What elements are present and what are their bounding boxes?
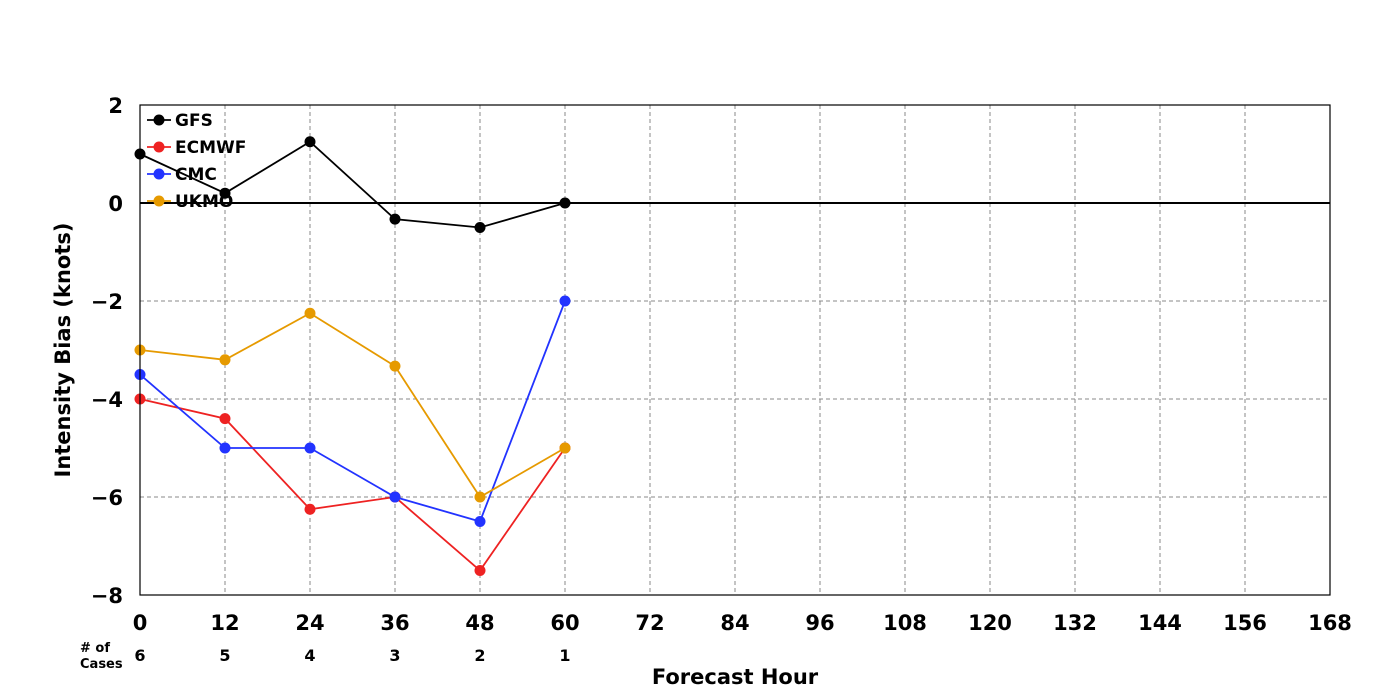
y-tick-label: −6	[91, 486, 123, 510]
x-tick-label: 168	[1308, 611, 1352, 635]
cases-label-line2: Cases	[80, 657, 123, 672]
legend-marker-ukmo	[153, 195, 165, 207]
legend-label-cmc: CMC	[175, 165, 217, 185]
data-point-ukmo	[389, 360, 401, 372]
data-point-ukmo	[304, 307, 316, 319]
cases-count: 1	[559, 646, 570, 665]
series-line-ecmwf	[139, 398, 566, 572]
legend-label-ecmwf: ECMWF	[175, 138, 246, 158]
cases-count: 6	[134, 646, 145, 665]
data-point-gfs	[474, 222, 486, 233]
x-tick-label: 144	[1138, 611, 1182, 635]
x-axis-title: Forecast Hour	[652, 665, 819, 689]
data-point-ecmwf	[474, 565, 486, 576]
x-tick-label: 108	[883, 611, 927, 635]
series-line-cmc	[139, 300, 566, 523]
data-point-ecmwf	[304, 503, 316, 515]
cases-count: 4	[304, 646, 315, 665]
data-point-cmc	[219, 442, 231, 454]
y-tick-labels: 2 0 −2 −4 −6 −8	[91, 94, 123, 608]
series-line-ukmo	[139, 312, 566, 499]
plot-frame	[139, 104, 1331, 596]
grid-lines	[140, 105, 1330, 595]
x-tick-label: 0	[133, 611, 148, 635]
legend-marker-gfs	[153, 114, 165, 126]
data-point-cmc	[474, 516, 486, 527]
legend-marker-cmc	[153, 168, 165, 180]
x-tick-label: 156	[1223, 611, 1267, 635]
y-tick-label: −4	[91, 388, 123, 412]
legend-marker-ecmwf	[153, 141, 165, 153]
y-tick-label: −2	[91, 290, 123, 314]
cases-label-line1: # of	[80, 641, 110, 656]
legend-label-ukmo: UKMO	[175, 192, 233, 212]
data-point-cmc	[389, 491, 401, 503]
data-point-ukmo	[219, 354, 231, 366]
cases-count: 2	[474, 646, 485, 665]
x-tick-label: 60	[550, 611, 579, 635]
legend: GFS ECMWF CMC UKMO	[147, 111, 246, 212]
cases-row: # of Cases 6 5 4 3 2 1	[80, 641, 571, 672]
data-point-ukmo	[559, 442, 571, 454]
x-tick-label: 96	[805, 611, 834, 635]
series-lines	[134, 136, 571, 576]
x-tick-label: 24	[295, 611, 324, 635]
y-tick-label: 2	[108, 94, 123, 118]
x-tick-label: 84	[720, 611, 749, 635]
x-tick-labels: 0 12 24 36 48 60 72 84 96 108 120 132 144 156 168	[133, 611, 1352, 635]
y-axis-title: Intensity Bias (knots)	[51, 223, 75, 478]
data-point-ukmo	[474, 491, 486, 503]
x-tick-label: 36	[380, 611, 409, 635]
series-line-gfs	[139, 140, 566, 229]
data-point-ecmwf	[219, 413, 231, 425]
cases-count: 5	[219, 646, 230, 665]
data-point-cmc	[559, 295, 571, 307]
y-tick-label: −8	[91, 584, 123, 608]
data-point-gfs	[304, 136, 316, 148]
legend-label-gfs: GFS	[175, 111, 213, 131]
x-tick-label: 12	[210, 611, 239, 635]
cases-count: 3	[389, 646, 400, 665]
x-tick-label: 120	[968, 611, 1012, 635]
x-tick-label: 72	[635, 611, 664, 635]
y-tick-label: 0	[108, 192, 123, 216]
data-point-gfs	[219, 187, 231, 199]
data-point-gfs	[389, 213, 401, 225]
data-point-gfs	[559, 197, 571, 209]
x-tick-label: 132	[1053, 611, 1097, 635]
data-point-cmc	[304, 442, 316, 454]
x-tick-label: 48	[465, 611, 494, 635]
